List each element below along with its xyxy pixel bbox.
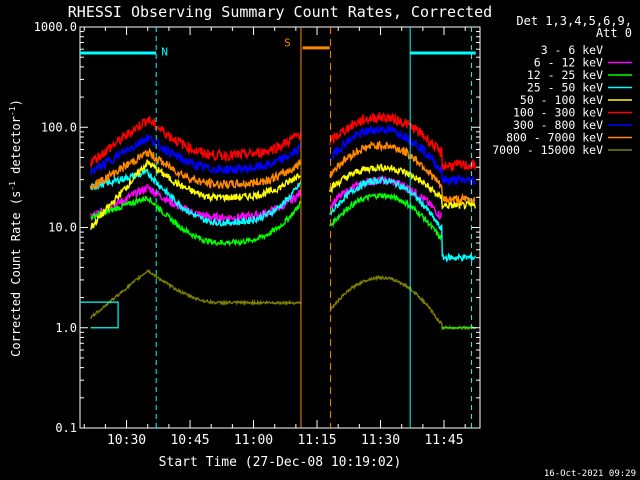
y-tick-label: 1.0 [55,321,77,335]
y-tick-label: 100.0 [41,120,77,134]
series-group [80,112,476,332]
y-axis-label-end: ) [9,99,23,106]
legend-detector-line1: Det 1,3,4,5,6,9, [516,14,632,28]
legend-label: 50 - 100 keV [520,93,603,107]
y-axis-label-sup1: -1 [8,181,17,191]
legend-label: 300 - 800 keV [513,118,603,132]
series-line [90,192,443,247]
y-axis-label-sup2: -1 [8,106,17,116]
legend-label: 6 - 12 keV [534,56,603,70]
series-line [89,140,476,206]
markers-group: NS [80,27,476,428]
legend-label: 3 - 6 keV [541,43,603,57]
series-line [90,204,443,266]
footer-date: 16-Oct-2021 09:29 [544,469,636,479]
chart-title: RHESSI Observing Summary Count Rates, Co… [68,3,492,21]
y-axis-label-mid: detector [9,116,23,181]
y-axis: 0.1 1.0 10.0 100.0 1000.0 [34,20,480,435]
x-tick-label: 10:45 [170,433,209,448]
legend-detector-line2: Att 0 [596,26,632,40]
legend-label: 25 - 50 keV [527,81,603,95]
x-tick-label: 11:15 [297,433,336,448]
legend-label: 12 - 25 keV [527,68,603,82]
y-axis-label-main: Corrected Count Rate (s [9,191,23,357]
night-label: N [161,45,168,58]
x-axis: 10:30 10:45 11:00 11:15 11:30 11:45 [83,27,466,448]
legend-label: 100 - 300 keV [513,106,603,120]
plot-area: NS [79,26,481,429]
x-tick-label: 11:30 [361,433,400,448]
x-tick-label: 11:45 [424,433,463,448]
series-line [89,168,476,263]
y-tick-label: 1000.0 [34,20,77,34]
y-axis-label: Corrected Count Rate (s-1 detector-1) [8,99,23,357]
y-tick-label: 0.1 [55,421,77,435]
series-line [89,124,476,187]
legend-label: 7000 - 15000 keV [492,143,603,157]
series-baseline-low [80,301,119,329]
series-line [89,269,476,332]
x-tick-label: 11:00 [234,433,273,448]
legend-label: 800 - 7000 keV [506,131,603,145]
x-axis-label: Start Time (27-Dec-08 10:19:02) [159,455,402,470]
series-line [89,112,476,173]
saa-label: S [284,36,291,49]
x-tick-label: 10:30 [107,433,146,448]
y-tick-label: 10.0 [48,221,77,235]
